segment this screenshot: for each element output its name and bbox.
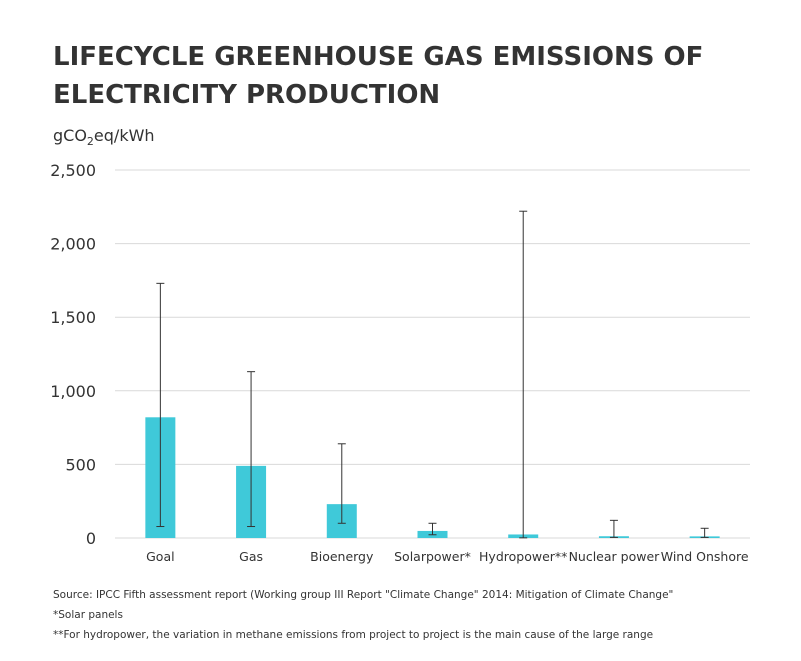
category-labels: Goal Gas Bioenergy Solarpower* Hydropower** N…: [146, 549, 749, 564]
source-note: Source: IPCC Fifth assessment report (Wo…: [53, 589, 674, 601]
error-bars: [156, 210, 709, 539]
category-label-6: Nuclear power: [569, 549, 661, 564]
footnotes: Source: IPCC Fifth assessment report (Wo…: [53, 585, 793, 645]
y-axis-unit-label: gCO2eq/kWh: [53, 126, 155, 148]
category-label-1: Goal: [146, 549, 174, 564]
category-label-7: Wind Onshore: [661, 549, 749, 564]
y-tick-label-1500: 1,500: [50, 308, 96, 327]
chart-title: LIFECYCLE GREENHOUSE GAS EMISSIONS OF EL…: [53, 42, 704, 110]
solar-footnote: *Solar panels: [53, 609, 123, 621]
y-tick-label-2000: 2,000: [50, 235, 96, 254]
unit-prefix: gCO: [53, 126, 87, 145]
y-tick-label-500: 500: [65, 455, 96, 474]
bars: [145, 417, 720, 538]
y-tick-label-1000: 1,000: [50, 382, 96, 401]
y-tick-labels: 0 500 1,000 1,500 2,000 2,500: [50, 161, 96, 548]
unit-suffix: eq/kWh: [93, 126, 155, 145]
unit-subscript: 2: [86, 135, 94, 149]
hydro-footnote: **For hydropower, the variation in metha…: [53, 629, 654, 641]
category-label-5: Hydropower**: [479, 549, 567, 564]
y-tick-label-2500: 2,500: [50, 161, 96, 180]
category-label-4: Solarpower*: [394, 549, 471, 564]
category-label-2: Gas: [239, 549, 263, 564]
category-label-3: Bioenergy: [310, 549, 374, 564]
y-tick-label-0: 0: [86, 529, 96, 548]
gridlines: [115, 169, 750, 539]
